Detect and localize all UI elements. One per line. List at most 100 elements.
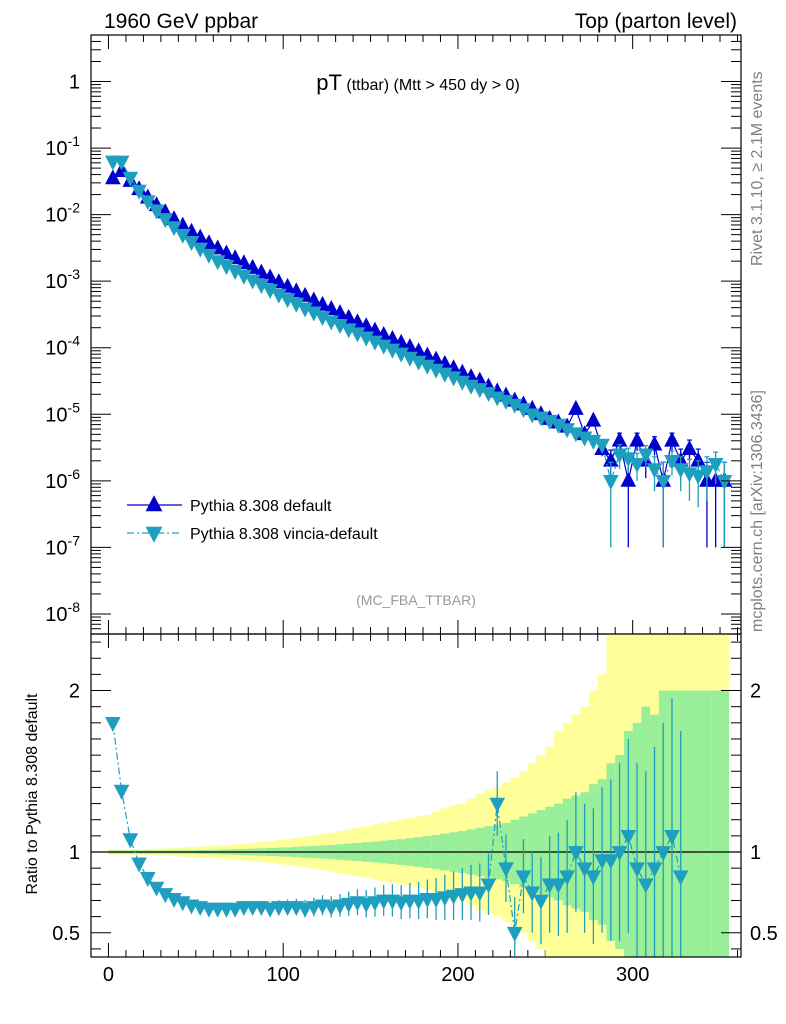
ratio-data-point — [498, 862, 514, 878]
series-line — [112, 170, 725, 482]
ratio-data-point — [533, 894, 549, 910]
y-tick-label: 10-1 — [45, 133, 80, 160]
data-point — [585, 411, 602, 427]
ratio-ylabel: Ratio to Pythia 8.308 default — [24, 693, 41, 895]
data-point — [629, 458, 645, 473]
ratio-data-point — [113, 784, 130, 800]
ratio-series-group — [105, 698, 689, 957]
ratio-axes: 0 100 200 300 0.5 0.5 1 1 2 2 — [52, 633, 778, 986]
ratio-y-tick-label-right: 1 — [750, 842, 761, 864]
data-point — [297, 302, 313, 318]
data-point — [192, 242, 209, 258]
data-point — [585, 434, 602, 450]
data-point — [428, 363, 444, 379]
ratio-data-point — [559, 870, 575, 886]
data-point — [419, 359, 436, 375]
ratio-panel: 0 100 200 300 0.5 0.5 1 1 2 2 — [52, 633, 778, 986]
ratio-data-point — [506, 926, 523, 942]
data-point — [664, 431, 680, 447]
band-inner-bin — [693, 690, 703, 957]
band-inner-bin — [711, 690, 721, 957]
data-point — [646, 463, 663, 479]
x-tick-label: 300 — [616, 964, 649, 986]
data-point — [253, 279, 270, 294]
data-point — [349, 327, 366, 343]
y-tick-label: 10-6 — [45, 466, 80, 493]
ratio-data-point — [139, 872, 156, 887]
data-point — [506, 398, 523, 414]
data-point — [445, 371, 462, 387]
legend-label: Pythia 8.308 default — [190, 498, 332, 515]
data-point — [620, 471, 637, 487]
data-point — [166, 221, 182, 237]
data-point — [288, 297, 305, 313]
data-point — [105, 169, 121, 185]
data-point — [367, 335, 383, 351]
ratio-data-point — [611, 846, 628, 862]
ratio-data-point — [620, 830, 637, 845]
data-point — [332, 304, 348, 320]
data-point — [174, 228, 191, 244]
band-inner-bin — [685, 690, 695, 957]
data-point — [410, 355, 427, 371]
ratio-data-point — [576, 862, 593, 878]
ratio-data-point — [655, 846, 672, 862]
ratio-y-tick-label: 1 — [69, 842, 80, 864]
data-point — [699, 465, 715, 481]
data-point — [375, 339, 392, 355]
data-point — [244, 274, 261, 290]
main-series-group — [105, 155, 733, 548]
data-point — [454, 375, 471, 391]
data-point — [384, 343, 401, 359]
ratio-series-layer — [105, 698, 689, 957]
data-point — [480, 387, 497, 402]
x-tick-label: 0 — [103, 964, 114, 986]
ratio-data-point — [603, 854, 619, 870]
data-point — [646, 435, 663, 451]
data-point — [236, 269, 252, 285]
ratio-data-point — [157, 888, 174, 904]
data-point — [271, 288, 287, 304]
data-point — [716, 475, 733, 490]
ratio-data-point — [550, 878, 567, 894]
ratio-y-tick-label: 0.5 — [52, 923, 80, 945]
ratio-data-point — [480, 878, 497, 894]
data-point — [122, 171, 139, 187]
legend-marker — [145, 526, 163, 543]
data-point — [157, 213, 174, 229]
x-tick-label: 100 — [267, 964, 300, 986]
data-point — [568, 427, 584, 443]
data-point — [541, 414, 558, 430]
data-point — [611, 431, 628, 447]
band-inner-bin — [720, 690, 730, 957]
legend-item: Pythia 8.308 vincia-default — [127, 526, 378, 543]
legend: Pythia 8.308 default Pythia 8.308 vincia-… — [127, 495, 378, 543]
main-frame — [90, 34, 742, 635]
data-point — [620, 452, 637, 468]
legend-marker — [145, 495, 163, 512]
plot-title-sub: (ttbar) (Mtt > 450 dy > 0) — [342, 77, 520, 94]
mcplots-label: mcplots.cern.ch [arXiv:1306.3436] — [749, 390, 766, 632]
data-point — [113, 155, 130, 171]
ratio-data-point — [568, 846, 584, 862]
data-point — [690, 451, 706, 467]
ratio-data-point — [629, 862, 645, 878]
y-tick-label: 10-5 — [45, 399, 80, 426]
data-point — [637, 448, 654, 464]
data-point — [559, 423, 575, 439]
data-point — [498, 394, 514, 410]
ratio-data-point — [515, 870, 532, 886]
data-point — [131, 184, 147, 200]
data-point — [471, 383, 488, 399]
data-point — [550, 418, 567, 434]
ratio-data-point — [131, 857, 147, 873]
ratio-data-point — [122, 833, 139, 849]
y-tick-label: 10-3 — [45, 266, 80, 293]
ratio-data-point — [148, 881, 165, 897]
analysis-tag: (MC_FBA_TTBAR) — [356, 592, 476, 608]
legend-label: Pythia 8.308 vincia-default — [190, 526, 378, 543]
band-inner-bin — [702, 690, 712, 957]
data-point — [340, 323, 357, 339]
data-point — [515, 403, 532, 419]
header-left: 1960 GeV ppbar — [104, 10, 258, 33]
